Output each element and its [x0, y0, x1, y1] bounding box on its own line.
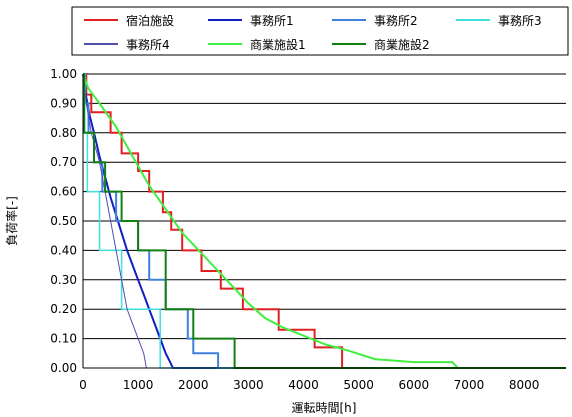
x-tick-label: 7000 — [454, 378, 485, 392]
x-tick-label: 3000 — [233, 378, 264, 392]
legend-item-5: 事務所4 — [84, 38, 170, 52]
legend-label: 事務所3 — [498, 14, 542, 28]
legend: 宿泊施設 事務所1 事務所2 事務所3 事務所4 商業施設1 商業施設2 — [71, 6, 569, 56]
x-tick-label: 4000 — [288, 378, 319, 392]
y-tick-label: 0.00 — [50, 361, 77, 375]
legend-label: 事務所2 — [374, 14, 418, 28]
legend-label: 商業施設1 — [250, 37, 306, 52]
y-tick-label: 0.20 — [50, 302, 77, 316]
x-tick-label: 6000 — [399, 378, 430, 392]
plot-area — [82, 73, 566, 369]
gridlines — [83, 73, 566, 340]
legend-label: 宿泊施設 — [126, 13, 174, 28]
y-tick-label: 0.80 — [50, 126, 77, 140]
legend-item-3: 事務所2 — [332, 14, 418, 28]
y-tick-label: 0.50 — [50, 214, 77, 228]
x-tick-label: 0 — [79, 378, 87, 392]
y-tick-label: 0.10 — [50, 332, 77, 346]
series-line-6 — [82, 73, 566, 369]
y-tick-label: 0.70 — [50, 155, 77, 169]
legend-item-4: 事務所3 — [456, 14, 542, 28]
x-tick-label: 5000 — [343, 378, 374, 392]
legend-item-7: 商業施設2 — [332, 37, 430, 52]
legend-label: 商業施設2 — [374, 37, 430, 52]
series-line-7 — [83, 73, 566, 369]
y-tick-label: 0.60 — [50, 185, 77, 199]
x-tick-labels: 0 1000 2000 3000 4000 5000 6000 7000 8000 — [79, 378, 539, 392]
y-tick-label: 0.30 — [50, 273, 77, 287]
y-tick-label: 0.40 — [50, 243, 77, 257]
legend-item-1: 宿泊施設 — [84, 13, 174, 28]
y-axis-label: 負荷率[-] — [4, 196, 19, 246]
y-tick-label: 0.90 — [50, 96, 77, 110]
legend-box — [71, 6, 569, 56]
x-tick-label: 2000 — [178, 378, 209, 392]
series-group — [82, 73, 566, 369]
x-tick-label: 8000 — [509, 378, 540, 392]
legend-label: 事務所1 — [250, 14, 294, 28]
x-axis-label: 運転時間[h] — [292, 401, 357, 415]
series-line-5 — [82, 73, 566, 369]
legend-item-6: 商業施設1 — [208, 37, 306, 52]
legend-item-2: 事務所1 — [208, 14, 294, 28]
y-tick-label: 1.00 — [50, 67, 77, 81]
legend-label: 事務所4 — [126, 38, 170, 52]
x-tick-label: 1000 — [123, 378, 154, 392]
y-tick-labels: 0.00 0.10 0.20 0.30 0.40 0.50 0.60 0.70 0.80 0.90… — [50, 67, 77, 375]
